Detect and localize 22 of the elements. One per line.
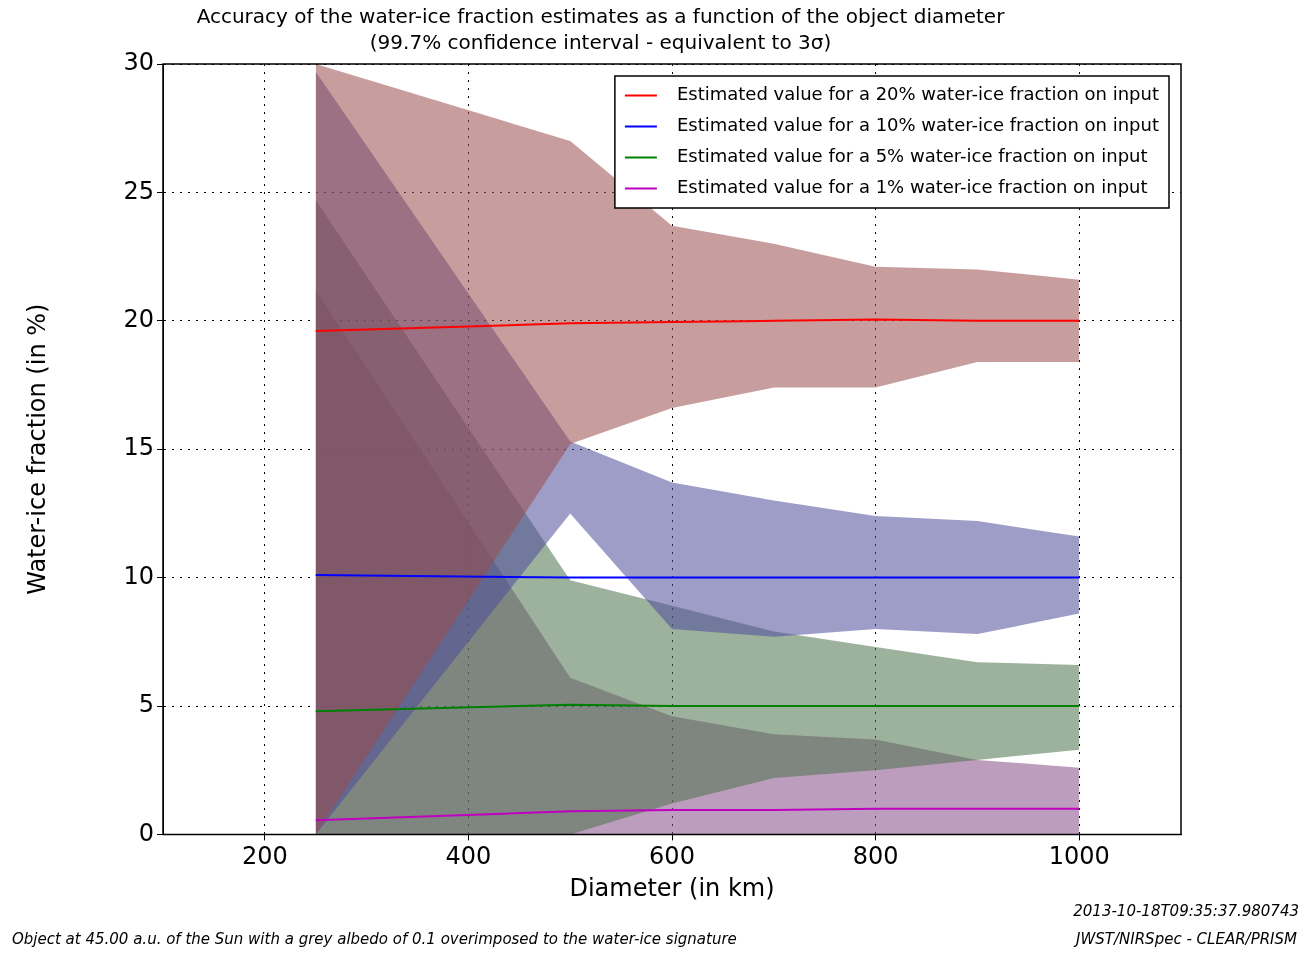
legend-label: Estimated value for a 5% water-ice fraction on input (676, 145, 1148, 167)
y-tick-label: 20 (123, 305, 154, 334)
x-tick-label: 400 (445, 842, 492, 871)
legend-label: Estimated value for a 10% water-ice fraction on input (676, 114, 1159, 136)
x-axis-title: Diameter (in km) (569, 873, 775, 902)
y-tick-label: 0 (138, 818, 154, 847)
y-tick-label: 5 (138, 690, 154, 719)
y-tick-label: 10 (123, 561, 154, 590)
y-tick-label: 30 (123, 48, 154, 77)
text: Object at 45.00 a.u. of the Sun with a grey albedo of 0.1 overimposed to the water-ice signature (12, 930, 737, 948)
y-tick-label: 15 (123, 433, 154, 462)
x-tick-label: 800 (852, 842, 899, 871)
chart-subtitle: (99.7% confidence interval - equivalent to 3σ) (369, 30, 832, 55)
y-tick-label: 25 (123, 176, 154, 205)
text: 2013-10-18T09:35:37.980743 (1073, 902, 1299, 920)
legend-label: Estimated value for a 20% water-ice fraction on input (676, 83, 1159, 105)
x-tick-label: 1000 (1048, 842, 1110, 871)
y-axis-title: Water-ice fraction (in %) (22, 303, 51, 595)
legend-label: Estimated value for a 1% water-ice fraction on input (676, 176, 1148, 198)
chart-title: Accuracy of the water-ice fraction estimates as a function of the object diameter (196, 4, 1006, 29)
x-tick-label: 600 (649, 842, 695, 871)
x-tick-label: 200 (241, 842, 288, 871)
